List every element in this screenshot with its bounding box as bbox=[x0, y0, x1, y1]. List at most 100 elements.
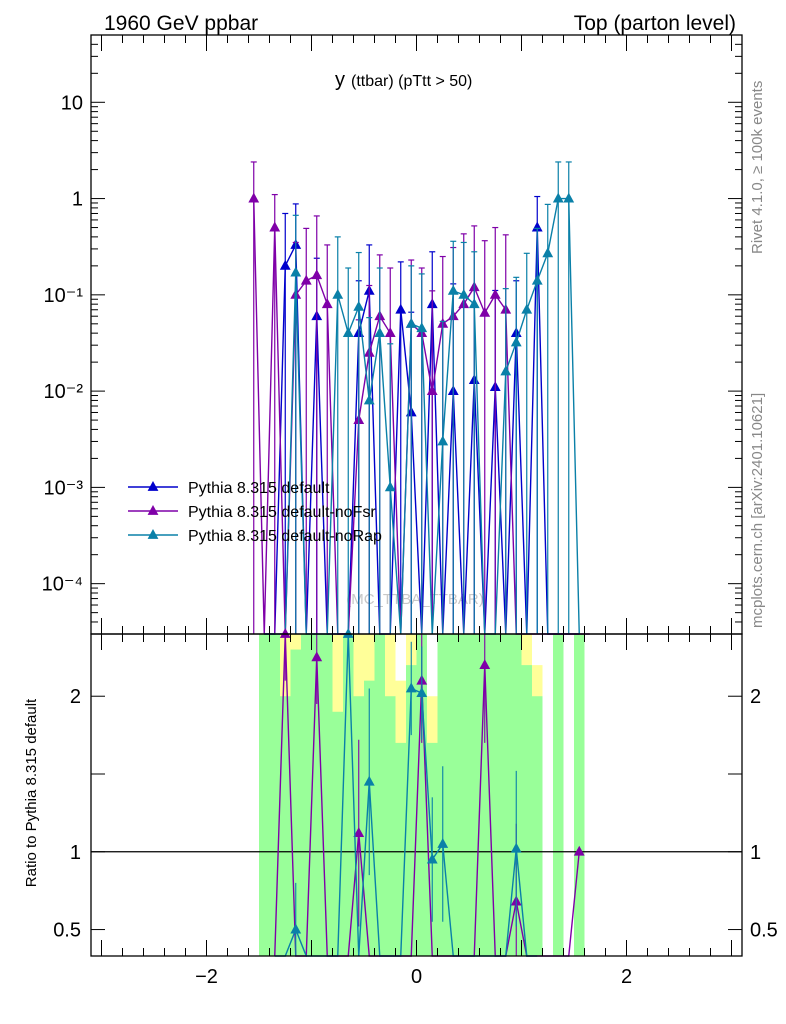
data-point bbox=[531, 274, 543, 285]
xtick-label: −2 bbox=[195, 966, 218, 988]
series-2 bbox=[264, 161, 580, 635]
ratio-band-inner bbox=[385, 696, 396, 956]
legend-marker bbox=[147, 529, 159, 539]
data-point bbox=[426, 385, 438, 396]
data-point bbox=[521, 303, 533, 314]
data-point bbox=[563, 192, 575, 203]
ratio-band-inner bbox=[290, 649, 301, 956]
ratio-band-inner bbox=[395, 742, 406, 956]
ratio-ytick-label-left: 2 bbox=[70, 686, 81, 708]
axes-layer: 10 1 10⁻¹ 10⁻² 10⁻³ 10⁻⁴ −2 0 2 2 2 1 1 0.5 0.5 bbox=[42, 34, 778, 988]
data-point bbox=[342, 327, 354, 338]
ytick-label: 10 bbox=[61, 92, 83, 114]
data-point bbox=[479, 306, 491, 317]
ratio-point bbox=[416, 687, 428, 698]
analysis-watermark: (MC_TTBA_TTBAR) bbox=[346, 591, 484, 608]
data-point bbox=[363, 394, 375, 405]
data-point bbox=[552, 192, 564, 203]
ratio-band-inner bbox=[280, 696, 291, 956]
series-layer bbox=[248, 161, 590, 635]
data-point bbox=[279, 259, 291, 270]
ratio-point bbox=[342, 628, 354, 638]
data-point bbox=[489, 288, 501, 299]
ratio-band-inner bbox=[521, 665, 532, 956]
ratio-ytick-label-right: 1 bbox=[750, 842, 761, 864]
data-point bbox=[447, 284, 459, 295]
xtick-label: 2 bbox=[621, 966, 632, 988]
ytick-label: 10⁻¹ bbox=[44, 285, 84, 307]
data-point bbox=[321, 298, 333, 309]
ratio-band-inner bbox=[322, 634, 333, 956]
ratio-band-inner bbox=[374, 634, 385, 956]
ratio-ytick-label-left: 1 bbox=[70, 842, 81, 864]
ytick-label: 1 bbox=[72, 189, 83, 211]
ratio-band-inner bbox=[311, 634, 322, 956]
ratio-point bbox=[426, 853, 438, 864]
ratio-band-inner bbox=[448, 634, 459, 956]
ratio-band-inner bbox=[469, 634, 480, 956]
ratio-ytick-label-right: 2 bbox=[750, 686, 761, 708]
ratio-band-inner bbox=[553, 634, 564, 956]
data-point bbox=[374, 327, 386, 338]
ytick-label: 10⁻² bbox=[44, 381, 84, 403]
data-point bbox=[395, 303, 407, 314]
ratio-band-inner bbox=[416, 634, 427, 956]
ratio-band-inner bbox=[269, 634, 280, 956]
legend: Pythia 8.315 default Pythia 8.315 default… bbox=[128, 480, 382, 545]
ratio-point bbox=[479, 659, 491, 670]
mcplots-reference-label: mcplots.cern.ch [arXiv:2401.10621] bbox=[749, 393, 766, 628]
data-point bbox=[248, 192, 260, 203]
ratio-point bbox=[363, 775, 375, 786]
legend-label: Pythia 8.315 default-noFsr bbox=[188, 504, 376, 521]
ytick-label: 10⁻³ bbox=[44, 477, 84, 499]
ratio-point bbox=[573, 845, 585, 856]
header-left: 1960 GeV ppbar bbox=[104, 12, 258, 35]
ratio-band-inner bbox=[458, 634, 469, 956]
data-point bbox=[500, 365, 512, 376]
plot-title-sub: (ttbar) (pTtt > 50) bbox=[351, 73, 472, 90]
ratio-point bbox=[290, 923, 302, 934]
ratio-point bbox=[311, 651, 323, 662]
ratio-point bbox=[510, 842, 522, 853]
data-point bbox=[458, 288, 470, 299]
data-point bbox=[510, 336, 522, 347]
data-point bbox=[311, 269, 323, 280]
header-right: Top (parton level) bbox=[574, 12, 736, 35]
data-point bbox=[290, 266, 302, 277]
ratio-point bbox=[405, 682, 417, 693]
data-point bbox=[332, 288, 344, 299]
ratio-point bbox=[279, 628, 291, 638]
ratio-band-inner bbox=[343, 634, 354, 956]
legend-marker bbox=[147, 505, 159, 515]
data-point bbox=[353, 300, 365, 311]
ratio-ytick-label-right: 0.5 bbox=[750, 920, 778, 942]
data-point bbox=[405, 317, 417, 328]
rivet-version-label: Rivet 4.1.0, ≥ 100k events bbox=[749, 81, 766, 254]
legend-label: Pythia 8.315 default bbox=[188, 480, 330, 497]
data-point bbox=[468, 298, 480, 309]
data-point bbox=[384, 481, 396, 492]
data-point bbox=[269, 221, 281, 232]
ratio-band-inner bbox=[490, 634, 501, 956]
legend-label: Pythia 8.315 default-noRap bbox=[188, 528, 382, 545]
ratio-ytick-label-left: 0.5 bbox=[53, 920, 81, 942]
ratio-band-inner bbox=[500, 634, 511, 956]
ratio-band-inner bbox=[406, 665, 417, 956]
ratio-band-inner bbox=[332, 711, 343, 956]
data-point bbox=[300, 274, 312, 285]
legend-marker bbox=[147, 481, 159, 491]
data-point bbox=[542, 247, 554, 258]
plot-title-main: y bbox=[335, 69, 345, 91]
ytick-label: 10⁻⁴ bbox=[42, 574, 83, 596]
ratio-band-inner bbox=[479, 634, 490, 956]
ratio-band-inner bbox=[532, 696, 543, 956]
ratio-ylabel: Ratio to Pythia 8.315 default bbox=[23, 698, 40, 887]
data-point bbox=[437, 435, 449, 446]
ratio-band-inner bbox=[301, 634, 312, 956]
ratio-band-inner bbox=[259, 634, 270, 956]
xtick-label: 0 bbox=[411, 966, 422, 988]
data-point bbox=[384, 327, 396, 338]
ratio-band-inner bbox=[574, 634, 585, 956]
ratio-point bbox=[353, 827, 365, 838]
